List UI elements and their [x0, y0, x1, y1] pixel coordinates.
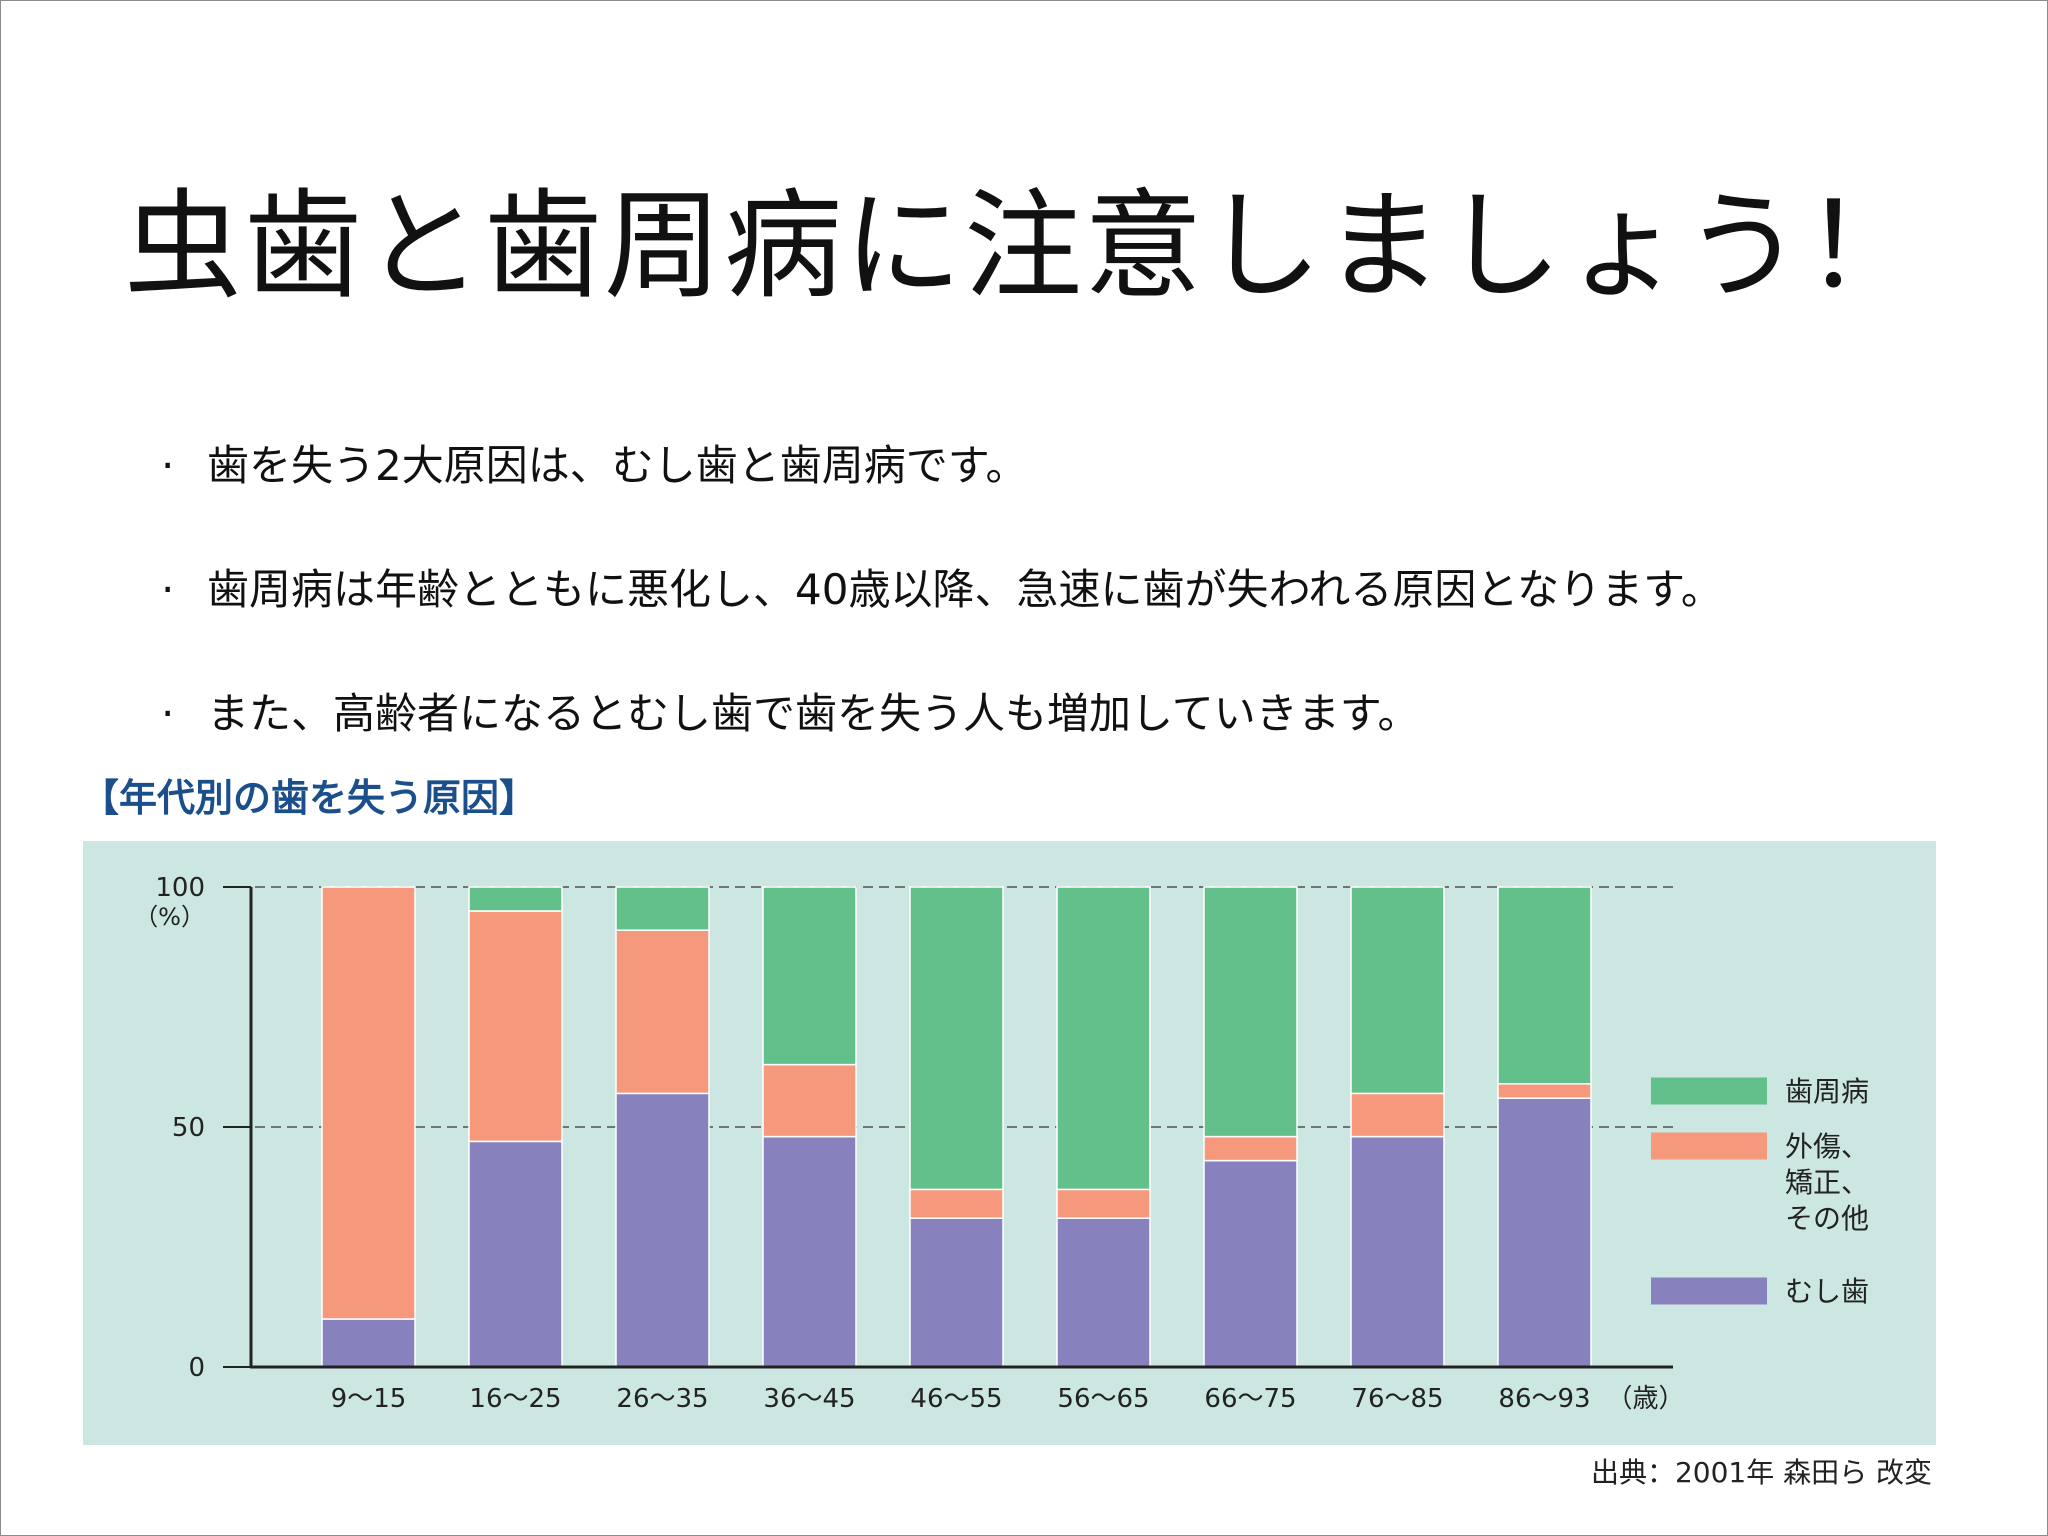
y-tick-label: 100: [155, 873, 205, 903]
x-axis-unit: （歳）: [1607, 1384, 1685, 1414]
bar-segment: [1497, 1097, 1592, 1368]
stacked-bar-chart: 9〜15 16〜25 26〜35 36〜45 46〜55 56〜65 66〜75 76〜85 8…: [134, 873, 1869, 1414]
bar-segment: [1350, 1092, 1445, 1138]
bar-segment: [468, 1140, 563, 1368]
bullet-text: また、高齢者になるとむし歯で歯を失う人も増加していきます。: [207, 689, 1420, 738]
legend-label: 矯正、: [1785, 1166, 1869, 1199]
bar-segment: [1056, 886, 1151, 1191]
bar-segment: [909, 886, 1004, 1191]
bar-segment: [1350, 1135, 1445, 1368]
bullet-marker: ·: [161, 441, 175, 490]
bar-segment: [762, 886, 857, 1066]
bullet-marker: ·: [161, 565, 175, 614]
bar-segment: [1056, 1188, 1151, 1219]
bar-segment: [909, 1217, 1004, 1368]
bullet-text: 歯周病は年齢とともに悪化し、40歳以降、急速に歯が失われる原因となります。: [207, 565, 1723, 614]
bar-segment: [321, 886, 416, 1320]
bullet-marker: ·: [161, 689, 175, 738]
bullet-item: · 歯周病は年齢とともに悪化し、40歳以降、急速に歯が失われる原因となります。: [161, 560, 1921, 620]
chart-heading: 【年代別の歯を失う原因】: [81, 776, 538, 820]
bar-segment: [468, 886, 563, 912]
y-tick-label: 0: [188, 1353, 205, 1383]
bar-segment: [1203, 1159, 1298, 1368]
bar-segment: [321, 1318, 416, 1368]
legend-swatch: [1651, 1132, 1767, 1160]
bullet-list: · 歯を失う2大原因は、むし歯と歯周病です。 · 歯周病は年齢とともに悪化し、4…: [161, 436, 1921, 808]
x-tick-label: 36〜45: [763, 1384, 855, 1414]
source-citation: 出典：2001年 森田ら 改変: [1590, 1456, 1932, 1489]
bullet-text: 歯を失う2大原因は、むし歯と歯周病です。: [207, 441, 1028, 490]
x-tick-label: 9〜15: [331, 1384, 407, 1414]
x-tick-label: 46〜55: [910, 1384, 1002, 1414]
x-tick-label: 26〜35: [616, 1384, 708, 1414]
bar-segment: [1497, 1083, 1592, 1099]
bar-segment: [615, 929, 710, 1095]
legend-label: 歯周病: [1785, 1075, 1869, 1108]
slide-title: 虫歯と歯周病に注意しましょう！: [123, 177, 1924, 315]
bar-segment: [615, 886, 710, 931]
bar-segment: [762, 1135, 857, 1368]
bar-segment: [1203, 886, 1298, 1138]
bar-segment: [615, 1092, 710, 1368]
legend-label: むし歯: [1785, 1275, 1869, 1308]
legend-label: 外傷、: [1785, 1130, 1869, 1163]
bar-segment: [1203, 1135, 1298, 1162]
bar-segment: [1350, 886, 1445, 1095]
x-tick-label: 16〜25: [469, 1384, 561, 1414]
legend-swatch: [1651, 1277, 1767, 1305]
x-tick-label: 76〜85: [1351, 1384, 1443, 1414]
bullet-item: · また、高齢者になるとむし歯で歯を失う人も増加していきます。: [161, 684, 1921, 744]
bullet-item: · 歯を失う2大原因は、むし歯と歯周病です。: [161, 436, 1921, 496]
x-tick-label: 56〜65: [1057, 1384, 1149, 1414]
bar-segment: [762, 1063, 857, 1138]
x-tick-label: 66〜75: [1204, 1384, 1296, 1414]
bar-segment: [1497, 886, 1592, 1085]
y-axis-unit: （%）: [134, 903, 205, 931]
y-tick-label: 50: [172, 1113, 205, 1143]
legend-label: その他: [1785, 1202, 1869, 1235]
bar-segment: [909, 1188, 1004, 1219]
x-tick-label: 86〜93: [1498, 1384, 1590, 1414]
legend-swatch: [1651, 1077, 1767, 1105]
bar-segment: [468, 910, 563, 1143]
bar-segment: [1056, 1217, 1151, 1368]
chart-panel: 9〜15 16〜25 26〜35 36〜45 46〜55 56〜65 66〜75 76〜85 8…: [83, 841, 1936, 1445]
